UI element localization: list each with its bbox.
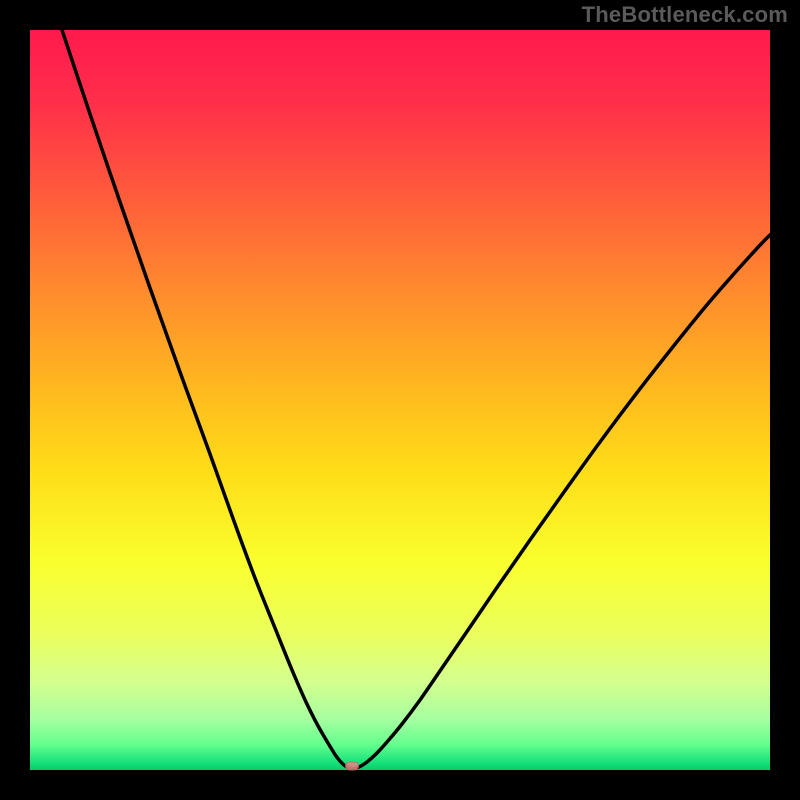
curve-svg (30, 30, 770, 770)
minimum-marker (345, 762, 359, 771)
plot-area (30, 30, 770, 770)
chart-frame: TheBottleneck.com (0, 0, 800, 800)
bottleneck-curve (62, 30, 770, 769)
watermark-text: TheBottleneck.com (582, 2, 788, 28)
